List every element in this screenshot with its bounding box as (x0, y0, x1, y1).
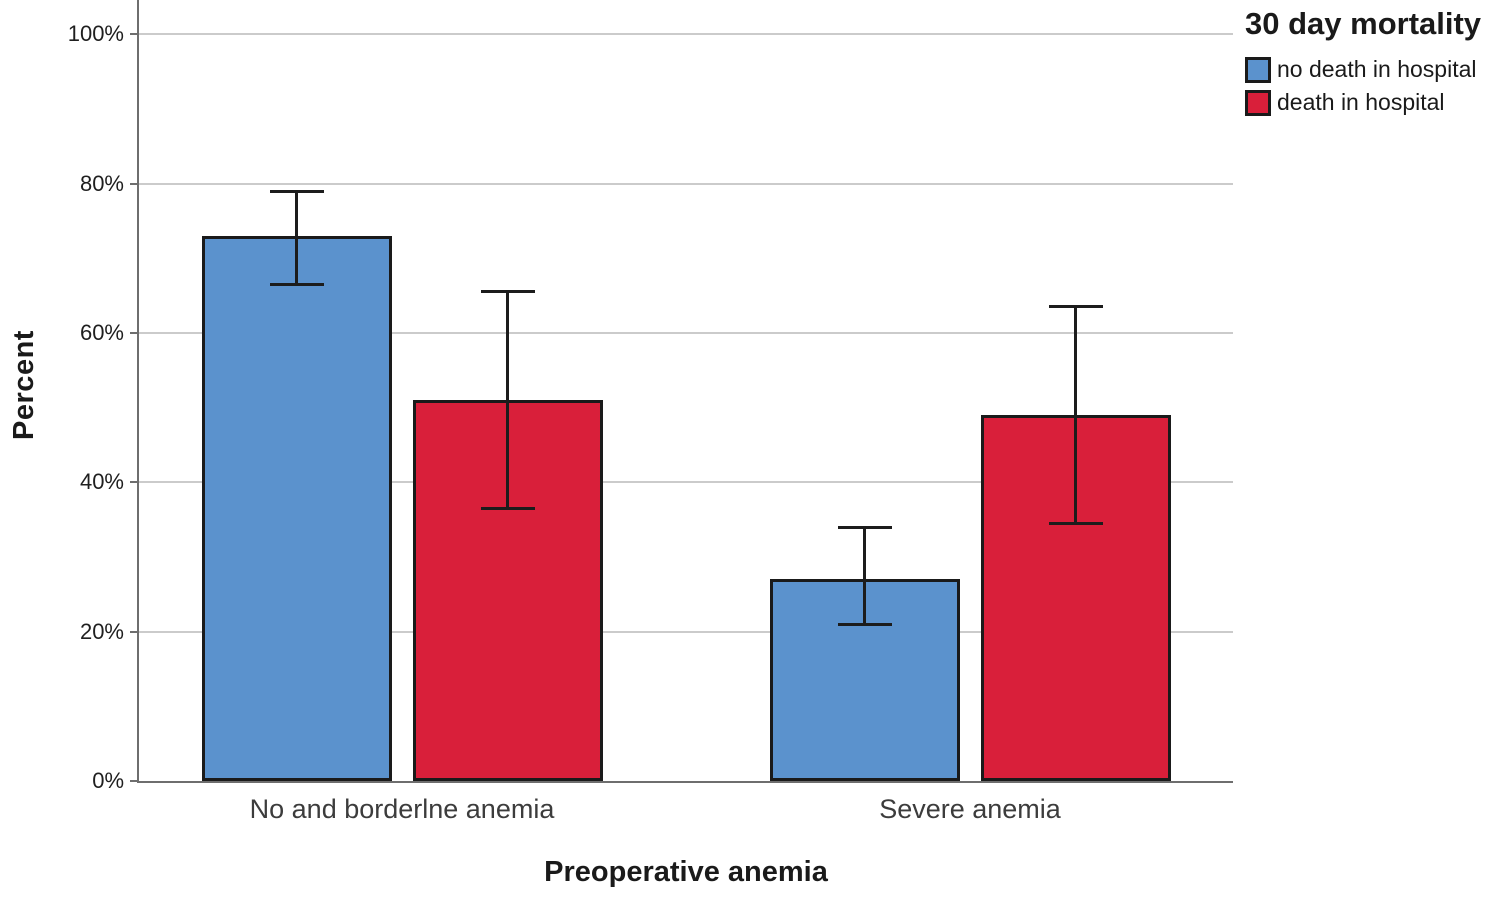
y-tick-label: 80% (79, 170, 124, 196)
gridline (139, 33, 1233, 36)
error-bar-stem (295, 191, 298, 285)
legend-item-label: death in hospital (1277, 89, 1445, 115)
legend-item-label: no death in hospital (1277, 56, 1477, 82)
gridline (139, 332, 1233, 334)
gridline (139, 481, 1233, 484)
error-bar-cap-lower (480, 506, 535, 510)
error-bar-cap-lower (269, 282, 324, 286)
legend: 30 day mortality no death in hospital dea… (1245, 6, 1495, 122)
legend-swatch-icon (1245, 56, 1271, 83)
legend-item-death-in-hospital: death in hospital (1245, 89, 1495, 116)
y-axis-line (137, 0, 139, 781)
gridline (139, 182, 1233, 185)
x-category-label-0: No and borderlne anemia (249, 794, 555, 824)
legend-items: no death in hospital death in hospital (1245, 56, 1495, 116)
y-tick-mark (130, 481, 137, 484)
plot-area (137, 0, 1233, 783)
legend-title: 30 day mortality (1245, 6, 1482, 41)
error-bar-cap-lower (1048, 521, 1103, 525)
error-bar-cap-upper (1048, 305, 1103, 309)
y-tick-label: 60% (79, 320, 124, 345)
gridline (139, 630, 1233, 633)
x-category-label-1: Severe anemia (879, 794, 1061, 824)
y-tick-mark (130, 630, 137, 633)
x-axis-title: Preoperative anemia (544, 856, 828, 888)
y-tick-mark (130, 182, 137, 185)
error-bar-stem (506, 291, 509, 509)
x-axis-line (137, 781, 1233, 783)
bar-no-death-in-hospital-0 (201, 235, 392, 781)
error-bar-stem (1074, 306, 1077, 524)
error-bar-cap-upper (269, 189, 324, 193)
y-tick-label: 20% (79, 618, 124, 644)
error-bar-cap-upper (480, 290, 535, 294)
y-tick-label: 0% (92, 768, 124, 793)
y-tick-label: 100% (67, 21, 124, 47)
error-bar-stem (863, 527, 866, 625)
error-bar-cap-upper (837, 525, 892, 529)
bar-no-death-in-hospital-1 (769, 579, 960, 781)
y-tick-label: 40% (79, 469, 124, 495)
y-tick-mark (130, 780, 137, 782)
legend-item-no-death-in-hospital: no death in hospital (1245, 56, 1495, 83)
y-axis-title: Percent (8, 330, 40, 440)
y-tick-mark (130, 33, 137, 36)
error-bar-cap-lower (837, 622, 892, 626)
y-tick-mark (130, 332, 137, 334)
legend-swatch-icon (1245, 89, 1271, 116)
